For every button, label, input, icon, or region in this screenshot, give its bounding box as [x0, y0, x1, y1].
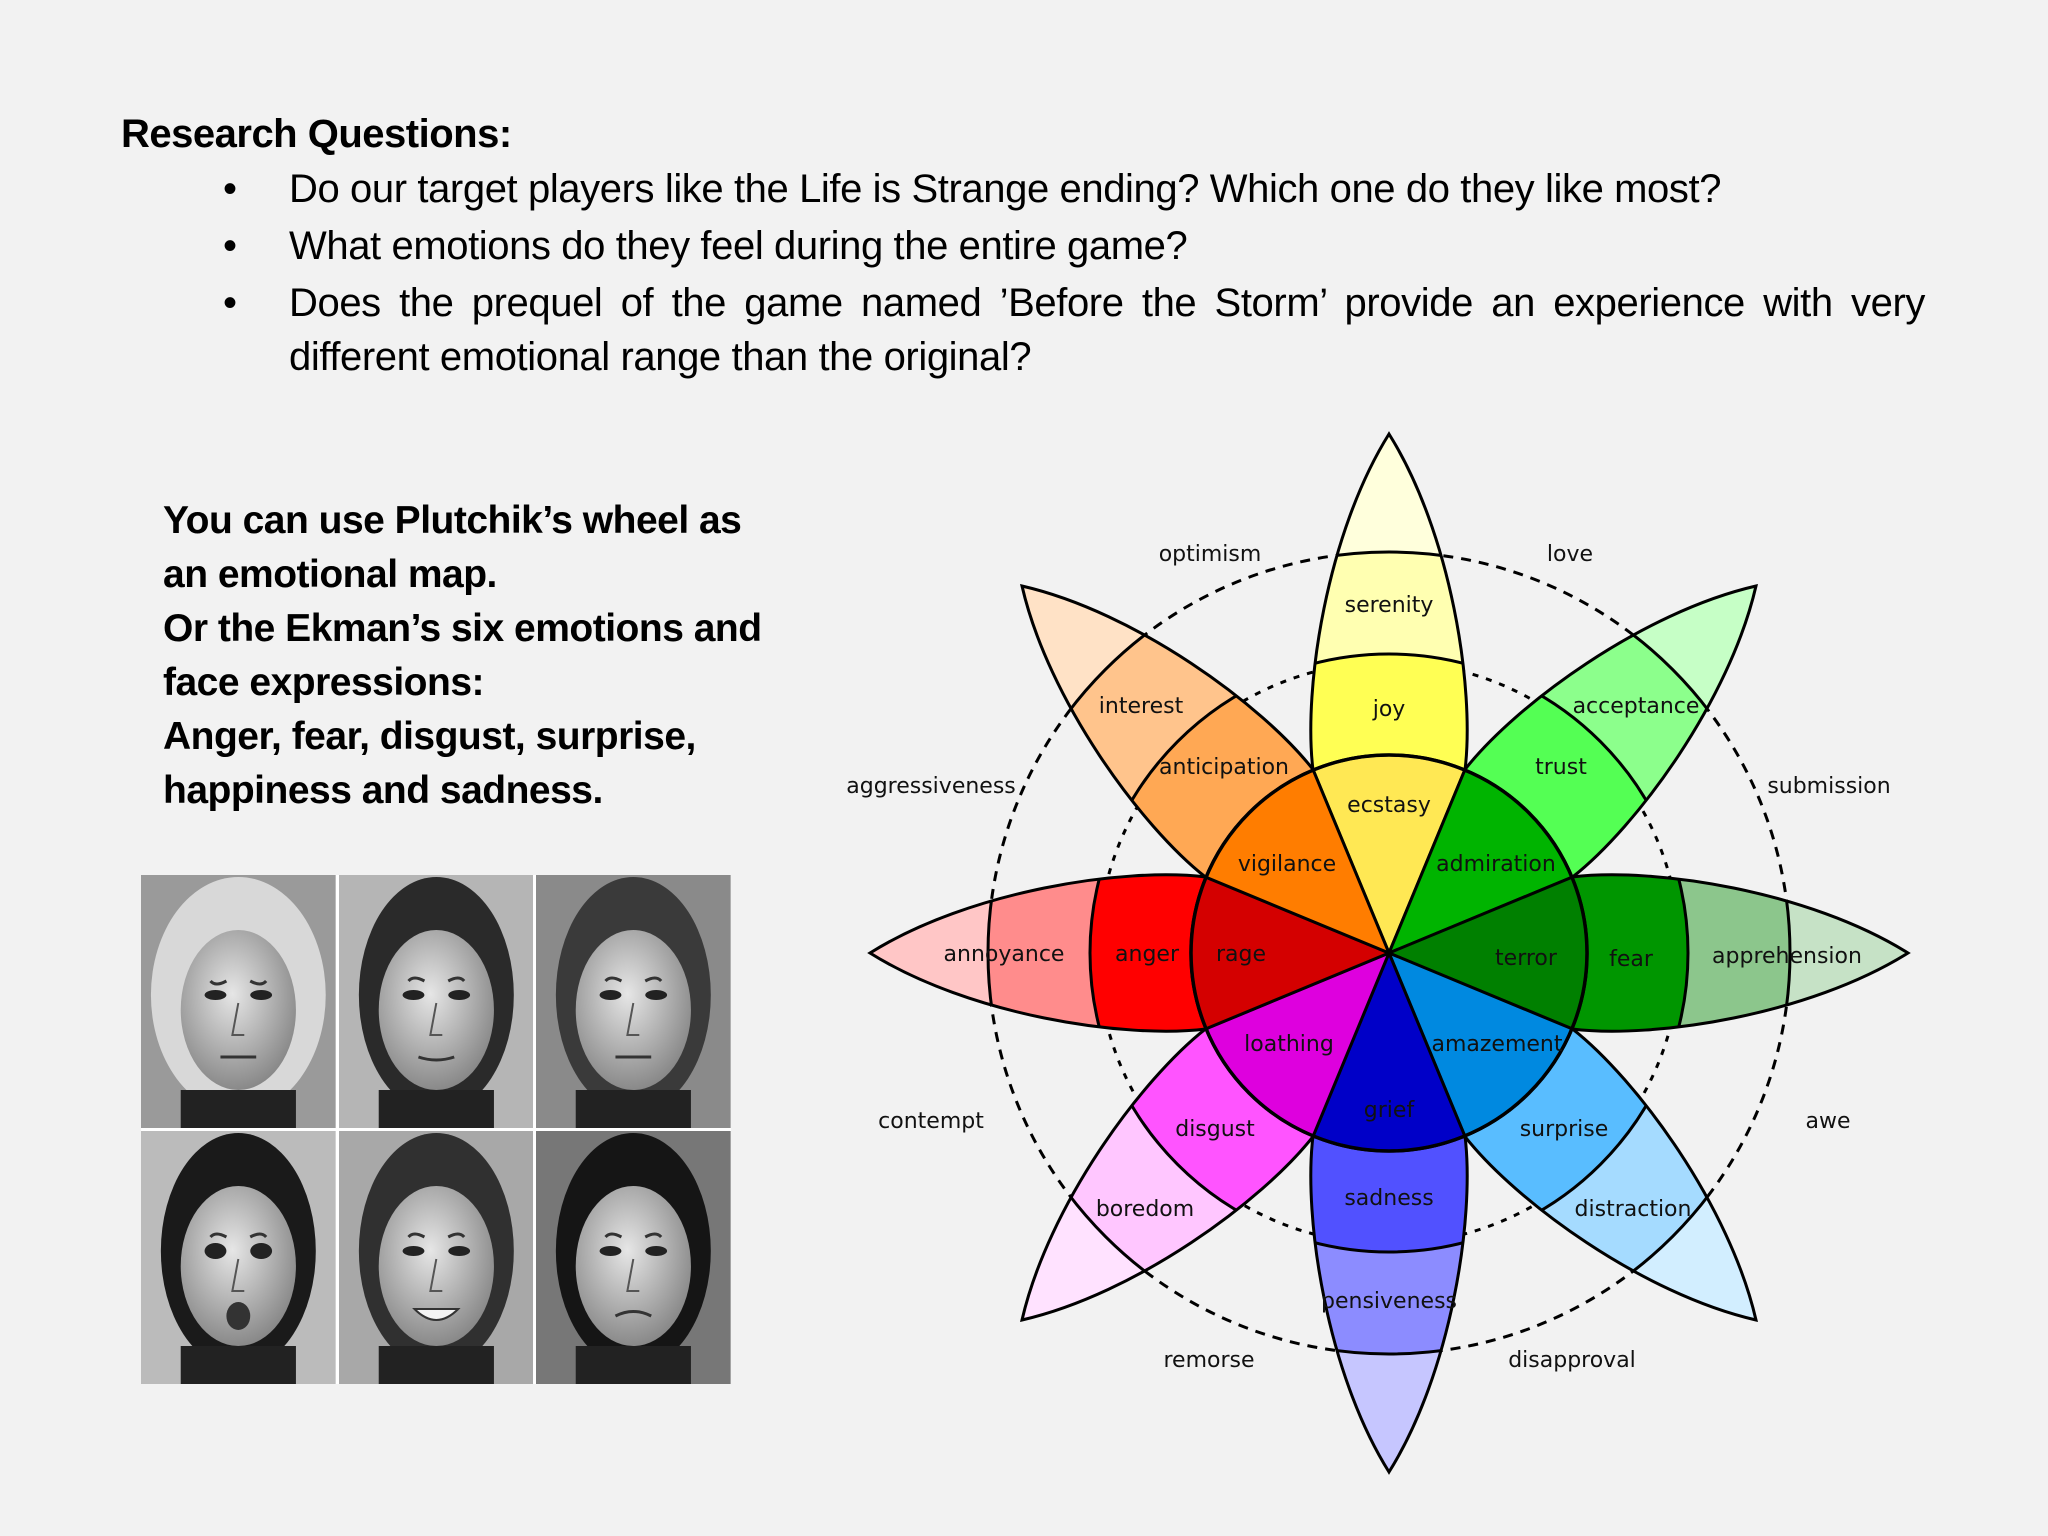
emotion-label: serenity: [1345, 593, 1434, 618]
research-question: • What emotions do they feel during the e…: [220, 219, 1925, 273]
bullet: •: [223, 281, 237, 325]
emotion-label: distraction: [1575, 1197, 1692, 1222]
petal-outer-band: [1572, 874, 1792, 1032]
bullet: •: [223, 167, 237, 211]
dyad-label: love: [1547, 542, 1593, 567]
emotion-label: apprehension: [1712, 944, 1862, 969]
plutchik-ekman-note: You can use Plutchik’s wheel as an emoti…: [163, 499, 762, 812]
emotion-label: surprise: [1520, 1117, 1609, 1142]
petal-mid-band: [1088, 652, 1315, 879]
emotion-label: annoyance: [944, 942, 1065, 967]
emotion-label: joy: [1372, 697, 1406, 722]
petal-mid-band: [1463, 652, 1690, 879]
emotion-label: pensiveness: [1321, 1289, 1457, 1314]
research-questions-list: • Do our target players like the Life is …: [220, 162, 1925, 387]
face-photo: [536, 1131, 731, 1384]
petal-outer-band: [1310, 550, 1468, 770]
emotion-label: amazement: [1431, 1032, 1562, 1057]
inner-circle: [1189, 753, 1589, 1153]
research-questions-heading: Research Questions:: [121, 112, 512, 156]
emotion-label: grief: [1364, 1098, 1416, 1123]
petal-outer-band: [1310, 1136, 1468, 1356]
emotion-label: rage: [1216, 942, 1266, 967]
dyad-label: remorse: [1163, 1348, 1254, 1373]
plutchik-wheel: ecstasy joy serenity admiration trust accepta…: [846, 431, 1911, 1475]
emotion-label: disgust: [1175, 1117, 1255, 1142]
dyad-label: aggressiveness: [846, 774, 1016, 799]
face-photo: [338, 875, 534, 1128]
emotion-label: ecstasy: [1347, 793, 1431, 818]
emotion-label: boredom: [1096, 1197, 1194, 1222]
petal-mid-band: [1310, 1136, 1468, 1254]
emotion-label: fear: [1609, 947, 1654, 972]
petal-mid-band: [1463, 1027, 1690, 1254]
petal-mid-band: [1572, 874, 1690, 1032]
emotion-label: anger: [1115, 942, 1180, 967]
research-question: • Do our target players like the Life is …: [220, 162, 1925, 216]
emotion-label: loathing: [1244, 1032, 1334, 1057]
emotion-label: vigilance: [1238, 852, 1336, 877]
face-photo: [536, 875, 731, 1128]
face-photo: [141, 875, 336, 1128]
dyad-label: contempt: [878, 1109, 984, 1134]
bullet: •: [223, 224, 237, 268]
petal-mid-band: [1310, 652, 1468, 770]
emotion-label: anticipation: [1159, 755, 1289, 780]
emotion-label: sadness: [1344, 1186, 1433, 1211]
emotion-label: admiration: [1436, 852, 1556, 877]
ekman-faces-grid: [141, 875, 731, 1384]
dyad-label: submission: [1767, 774, 1890, 799]
dyad-label: optimism: [1159, 542, 1262, 567]
dyad-label: awe: [1805, 1109, 1850, 1134]
petal-mid-band: [1088, 1027, 1315, 1254]
face-photo: [141, 1131, 336, 1384]
face-photo: [338, 1131, 534, 1384]
emotion-label: acceptance: [1573, 694, 1700, 719]
research-question: • Does the prequel of the game named ’Bef…: [220, 276, 1925, 384]
emotion-label: terror: [1495, 946, 1558, 971]
dyad-label: disapproval: [1508, 1348, 1636, 1373]
petal-outer-band: [986, 874, 1206, 1032]
petal-mid-band: [1088, 874, 1206, 1032]
emotion-label: interest: [1099, 694, 1184, 719]
emotion-label: trust: [1535, 755, 1587, 780]
